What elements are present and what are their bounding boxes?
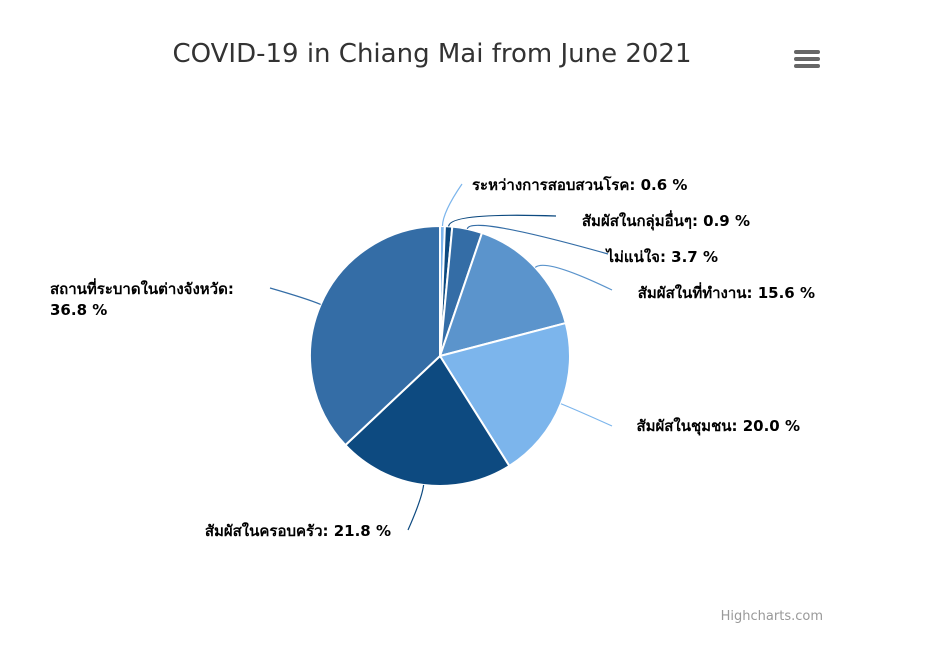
data-label: ไม่แน่ใจ: 3.7 % (604, 247, 718, 266)
data-label: สัมผัสในชุมชน: 20.0 % (636, 417, 800, 436)
data-label: ระหว่างการสอบสวนโรค: 0.6 % (472, 175, 687, 194)
data-label: สัมผัสในครอบครัว: 21.8 % (205, 522, 391, 540)
pie-slices (309, 224, 571, 487)
label-connector (560, 403, 613, 427)
label-connector (448, 214, 557, 227)
pie-connectors (269, 183, 613, 531)
label-connector (466, 224, 609, 255)
hamburger-menu-icon[interactable] (786, 44, 826, 76)
label-connector (269, 287, 321, 306)
data-label: สัมผัสในกลุ่มอื่นๆ: 0.9 % (582, 210, 750, 231)
data-label: 36.8 % (50, 301, 107, 319)
data-label: สถานที่ระบาดในต่างจังหวัด: (50, 278, 234, 298)
pie-slice[interactable] (439, 322, 571, 467)
label-connector (407, 484, 425, 531)
credits-link[interactable]: Highcharts.com (721, 609, 823, 624)
data-labels: ระหว่างการสอบสวนโรค: 0.6 % สัมผัสในกลุ่ม… (50, 175, 815, 540)
chart-title: COVID-19 in Chiang Mai from June 2021 (172, 39, 691, 69)
pie-slice[interactable] (344, 355, 511, 487)
data-label: สัมผัสในที่ทำงาน: 15.6 % (638, 282, 815, 302)
label-connector (534, 264, 613, 291)
pie-slice[interactable] (439, 231, 567, 357)
label-connector (441, 183, 463, 227)
